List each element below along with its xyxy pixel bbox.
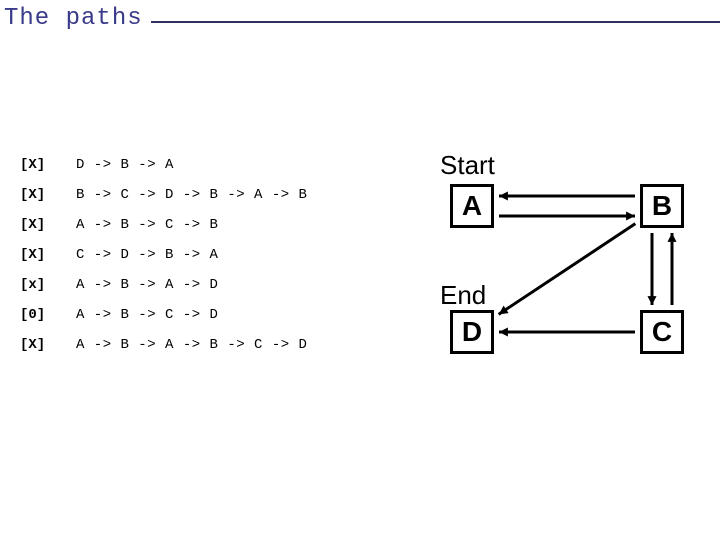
- path-row: [X]A -> B -> A -> B -> C -> D: [20, 330, 430, 360]
- graph-node-C: C: [640, 310, 684, 354]
- path-tag: [X]: [20, 217, 76, 233]
- path-row: [0]A -> B -> C -> D: [20, 300, 430, 330]
- path-sequence: B -> C -> D -> B -> A -> B: [76, 187, 307, 203]
- path-sequence: C -> D -> B -> A: [76, 247, 218, 263]
- title-rule: [151, 21, 720, 23]
- path-sequence: A -> B -> C -> B: [76, 217, 218, 233]
- path-row: [X]B -> C -> D -> B -> A -> B: [20, 180, 430, 210]
- graph-node-D: D: [450, 310, 494, 354]
- path-tag: [X]: [20, 157, 76, 173]
- path-tag: [0]: [20, 307, 76, 323]
- path-sequence: D -> B -> A: [76, 157, 174, 173]
- path-tag: [x]: [20, 277, 76, 293]
- page-title: The paths: [0, 5, 143, 32]
- path-tag: [X]: [20, 187, 76, 203]
- path-sequence: A -> B -> A -> B -> C -> D: [76, 337, 307, 353]
- path-tag: [X]: [20, 247, 76, 263]
- path-row: [X]D -> B -> A: [20, 150, 430, 180]
- graph: Start End A B C D: [430, 150, 700, 410]
- graph-label: Start: [440, 150, 495, 181]
- path-sequence: A -> B -> A -> D: [76, 277, 218, 293]
- path-row: [X]A -> B -> C -> B: [20, 210, 430, 240]
- path-tag: [X]: [20, 337, 76, 353]
- graph-node-B: B: [640, 184, 684, 228]
- paths-list: [X]D -> B -> A[X]B -> C -> D -> B -> A -…: [20, 150, 430, 410]
- graph-label: End: [440, 280, 486, 311]
- title-bar: The paths: [0, 0, 720, 36]
- path-row: [X]C -> D -> B -> A: [20, 240, 430, 270]
- path-sequence: A -> B -> C -> D: [76, 307, 218, 323]
- content: [X]D -> B -> A[X]B -> C -> D -> B -> A -…: [20, 150, 700, 410]
- graph-node-A: A: [450, 184, 494, 228]
- path-row: [x]A -> B -> A -> D: [20, 270, 430, 300]
